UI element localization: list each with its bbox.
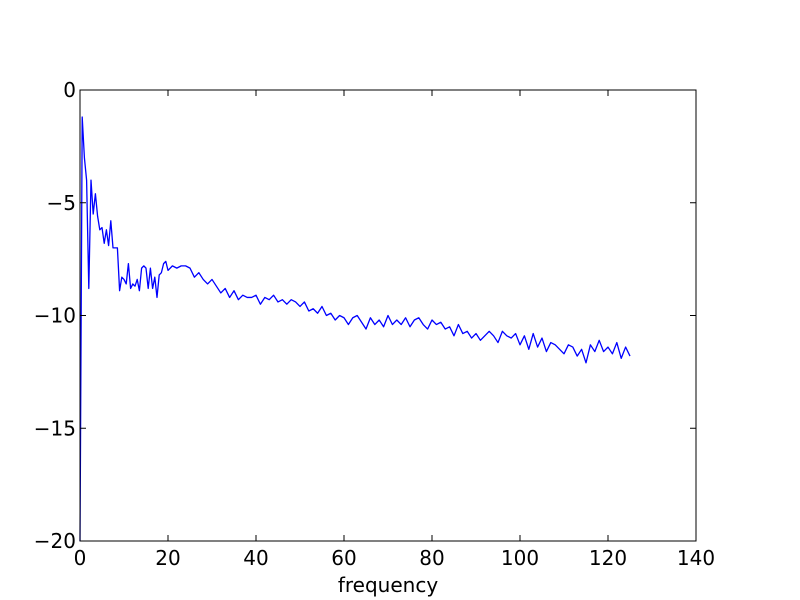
x-tick-label: 100 bbox=[501, 546, 539, 570]
x-tick-label: 20 bbox=[155, 546, 180, 570]
x-tick-label: 120 bbox=[589, 546, 627, 570]
y-tick-label: −20 bbox=[34, 529, 76, 553]
x-axis-label: frequency bbox=[338, 573, 438, 597]
x-tick-label: 140 bbox=[677, 546, 715, 570]
series-line-0 bbox=[79, 116, 631, 542]
y-tick-label: −5 bbox=[47, 191, 76, 215]
x-tick-label: 80 bbox=[419, 546, 444, 570]
y-axis: 0 −5 −10 −15 −20 bbox=[34, 78, 696, 553]
x-tick-label: 0 bbox=[74, 546, 87, 570]
x-tick-label: 60 bbox=[331, 546, 356, 570]
y-tick-label: −15 bbox=[34, 416, 76, 440]
x-axis: 0 20 40 60 80 100 120 140 bbox=[74, 90, 715, 570]
y-tick-label: 0 bbox=[63, 78, 76, 102]
series-layer bbox=[79, 116, 631, 542]
y-tick-label: −10 bbox=[34, 304, 76, 328]
x-tick-label: 40 bbox=[243, 546, 268, 570]
